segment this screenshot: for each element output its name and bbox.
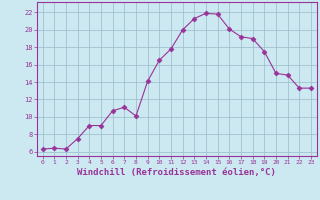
X-axis label: Windchill (Refroidissement éolien,°C): Windchill (Refroidissement éolien,°C) [77,168,276,177]
